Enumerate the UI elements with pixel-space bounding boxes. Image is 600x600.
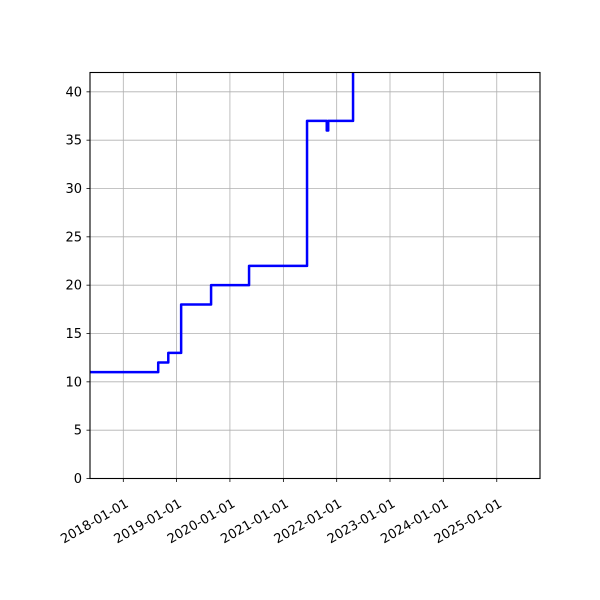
data-line: [90, 72, 355, 374]
y-tick-label: 25: [65, 230, 82, 245]
y-tick-label: 0: [74, 472, 82, 487]
y-tick-label: 15: [65, 327, 82, 342]
plot-border: [89, 71, 541, 480]
y-tick-label: 5: [74, 424, 82, 439]
y-tick-label: 30: [65, 182, 82, 197]
plot-area: [90, 72, 540, 479]
y-tick-label: 40: [65, 85, 82, 100]
y-tick-label: 10: [65, 375, 82, 390]
y-tick-label: 20: [65, 279, 82, 294]
y-tick-label: 35: [65, 134, 82, 149]
